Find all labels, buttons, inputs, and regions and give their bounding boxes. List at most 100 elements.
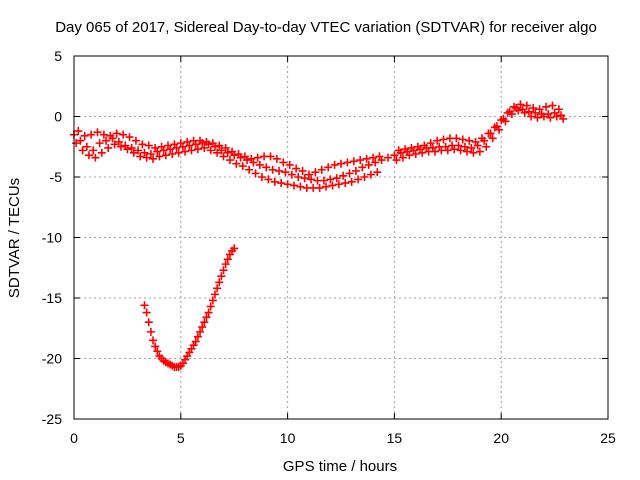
data-point: [208, 296, 217, 305]
data-point: [200, 143, 209, 152]
data-point: [294, 173, 303, 181]
data-point: [176, 139, 185, 148]
data-point: [471, 137, 480, 146]
data-point: [311, 168, 320, 177]
data-point: [469, 148, 478, 157]
data-point: [114, 137, 123, 146]
data-point: [507, 110, 516, 119]
x-axis-label: GPS time / hours: [283, 458, 397, 475]
data-point: [475, 147, 484, 156]
data-point: [465, 136, 474, 145]
data-point: [531, 108, 540, 117]
data-point: [140, 301, 149, 310]
data-point: [255, 160, 264, 169]
x-tick-label: 0: [70, 430, 78, 446]
data-point: [443, 146, 452, 155]
data-point: [339, 171, 348, 180]
data-point: [458, 135, 467, 144]
data-point: [358, 163, 367, 172]
data-point: [257, 173, 266, 181]
data-point: [116, 142, 125, 151]
data-point: [262, 163, 271, 172]
y-tick-label: -15: [42, 290, 62, 306]
data-point: [80, 131, 89, 140]
data-point: [546, 113, 555, 122]
data-point: [319, 176, 328, 185]
data-point: [193, 332, 202, 341]
data-point: [337, 159, 345, 168]
data-point: [484, 129, 493, 138]
grid: [74, 56, 608, 419]
data-point: [356, 156, 365, 165]
data-point: [153, 347, 162, 356]
data-point: [275, 166, 284, 175]
data-point: [89, 146, 98, 155]
data-point: [95, 139, 104, 148]
data-point: [394, 146, 403, 155]
data-point: [193, 145, 202, 154]
data-point: [405, 151, 414, 160]
data-point: [93, 128, 102, 137]
data-point: [138, 140, 147, 149]
data-point: [91, 153, 100, 162]
data-point: [140, 148, 149, 157]
data-point: [129, 148, 138, 157]
data-point: [375, 152, 384, 161]
data-point: [277, 179, 286, 188]
data-point: [341, 179, 350, 188]
data-point: [300, 174, 309, 183]
data-point: [354, 175, 363, 184]
data-point: [230, 244, 239, 253]
data-point: [219, 152, 228, 161]
data-point: [142, 153, 151, 162]
data-point: [516, 100, 525, 109]
data-point: [74, 127, 83, 136]
series-upper-band-c: [74, 100, 563, 179]
data-point: [497, 116, 506, 125]
data-point: [326, 175, 335, 184]
series-lower-arc: [140, 244, 239, 371]
data-point: [223, 255, 232, 264]
data-point: [131, 136, 140, 145]
data-point: [463, 147, 472, 156]
data-point: [157, 142, 166, 151]
data-point: [529, 104, 538, 113]
data-point: [251, 169, 260, 178]
data-point: [234, 150, 243, 159]
data-point: [84, 151, 93, 160]
data-point: [181, 147, 190, 156]
data-point: [407, 143, 416, 152]
data-point: [266, 152, 275, 161]
data-point: [268, 165, 277, 174]
data-point: [322, 182, 331, 191]
data-point: [210, 290, 219, 299]
data-point: [206, 302, 215, 311]
y-tick-label: 0: [54, 109, 62, 125]
data-point: [324, 163, 333, 172]
data-point: [364, 160, 373, 169]
data-point: [106, 131, 115, 140]
data-point: [151, 342, 160, 351]
data-point: [202, 313, 211, 322]
data-point: [332, 174, 341, 183]
data-point: [554, 105, 563, 114]
data-point: [168, 150, 177, 159]
series-upper-band-b: [72, 106, 568, 192]
data-point: [522, 101, 531, 110]
y-tick-label: 5: [54, 48, 62, 64]
data-point: [82, 142, 91, 151]
data-point: [334, 180, 343, 189]
data-point: [215, 278, 224, 287]
data-point: [163, 141, 172, 150]
data-point: [430, 147, 439, 156]
data-point: [238, 162, 247, 171]
data-point: [390, 151, 399, 160]
data-point: [495, 125, 504, 134]
data-point: [317, 165, 326, 174]
data-point: [373, 168, 382, 177]
data-point: [149, 154, 158, 163]
data-point: [151, 143, 160, 152]
data-point: [219, 266, 228, 275]
x-tick-label: 10: [280, 430, 296, 446]
data-point: [213, 148, 222, 157]
